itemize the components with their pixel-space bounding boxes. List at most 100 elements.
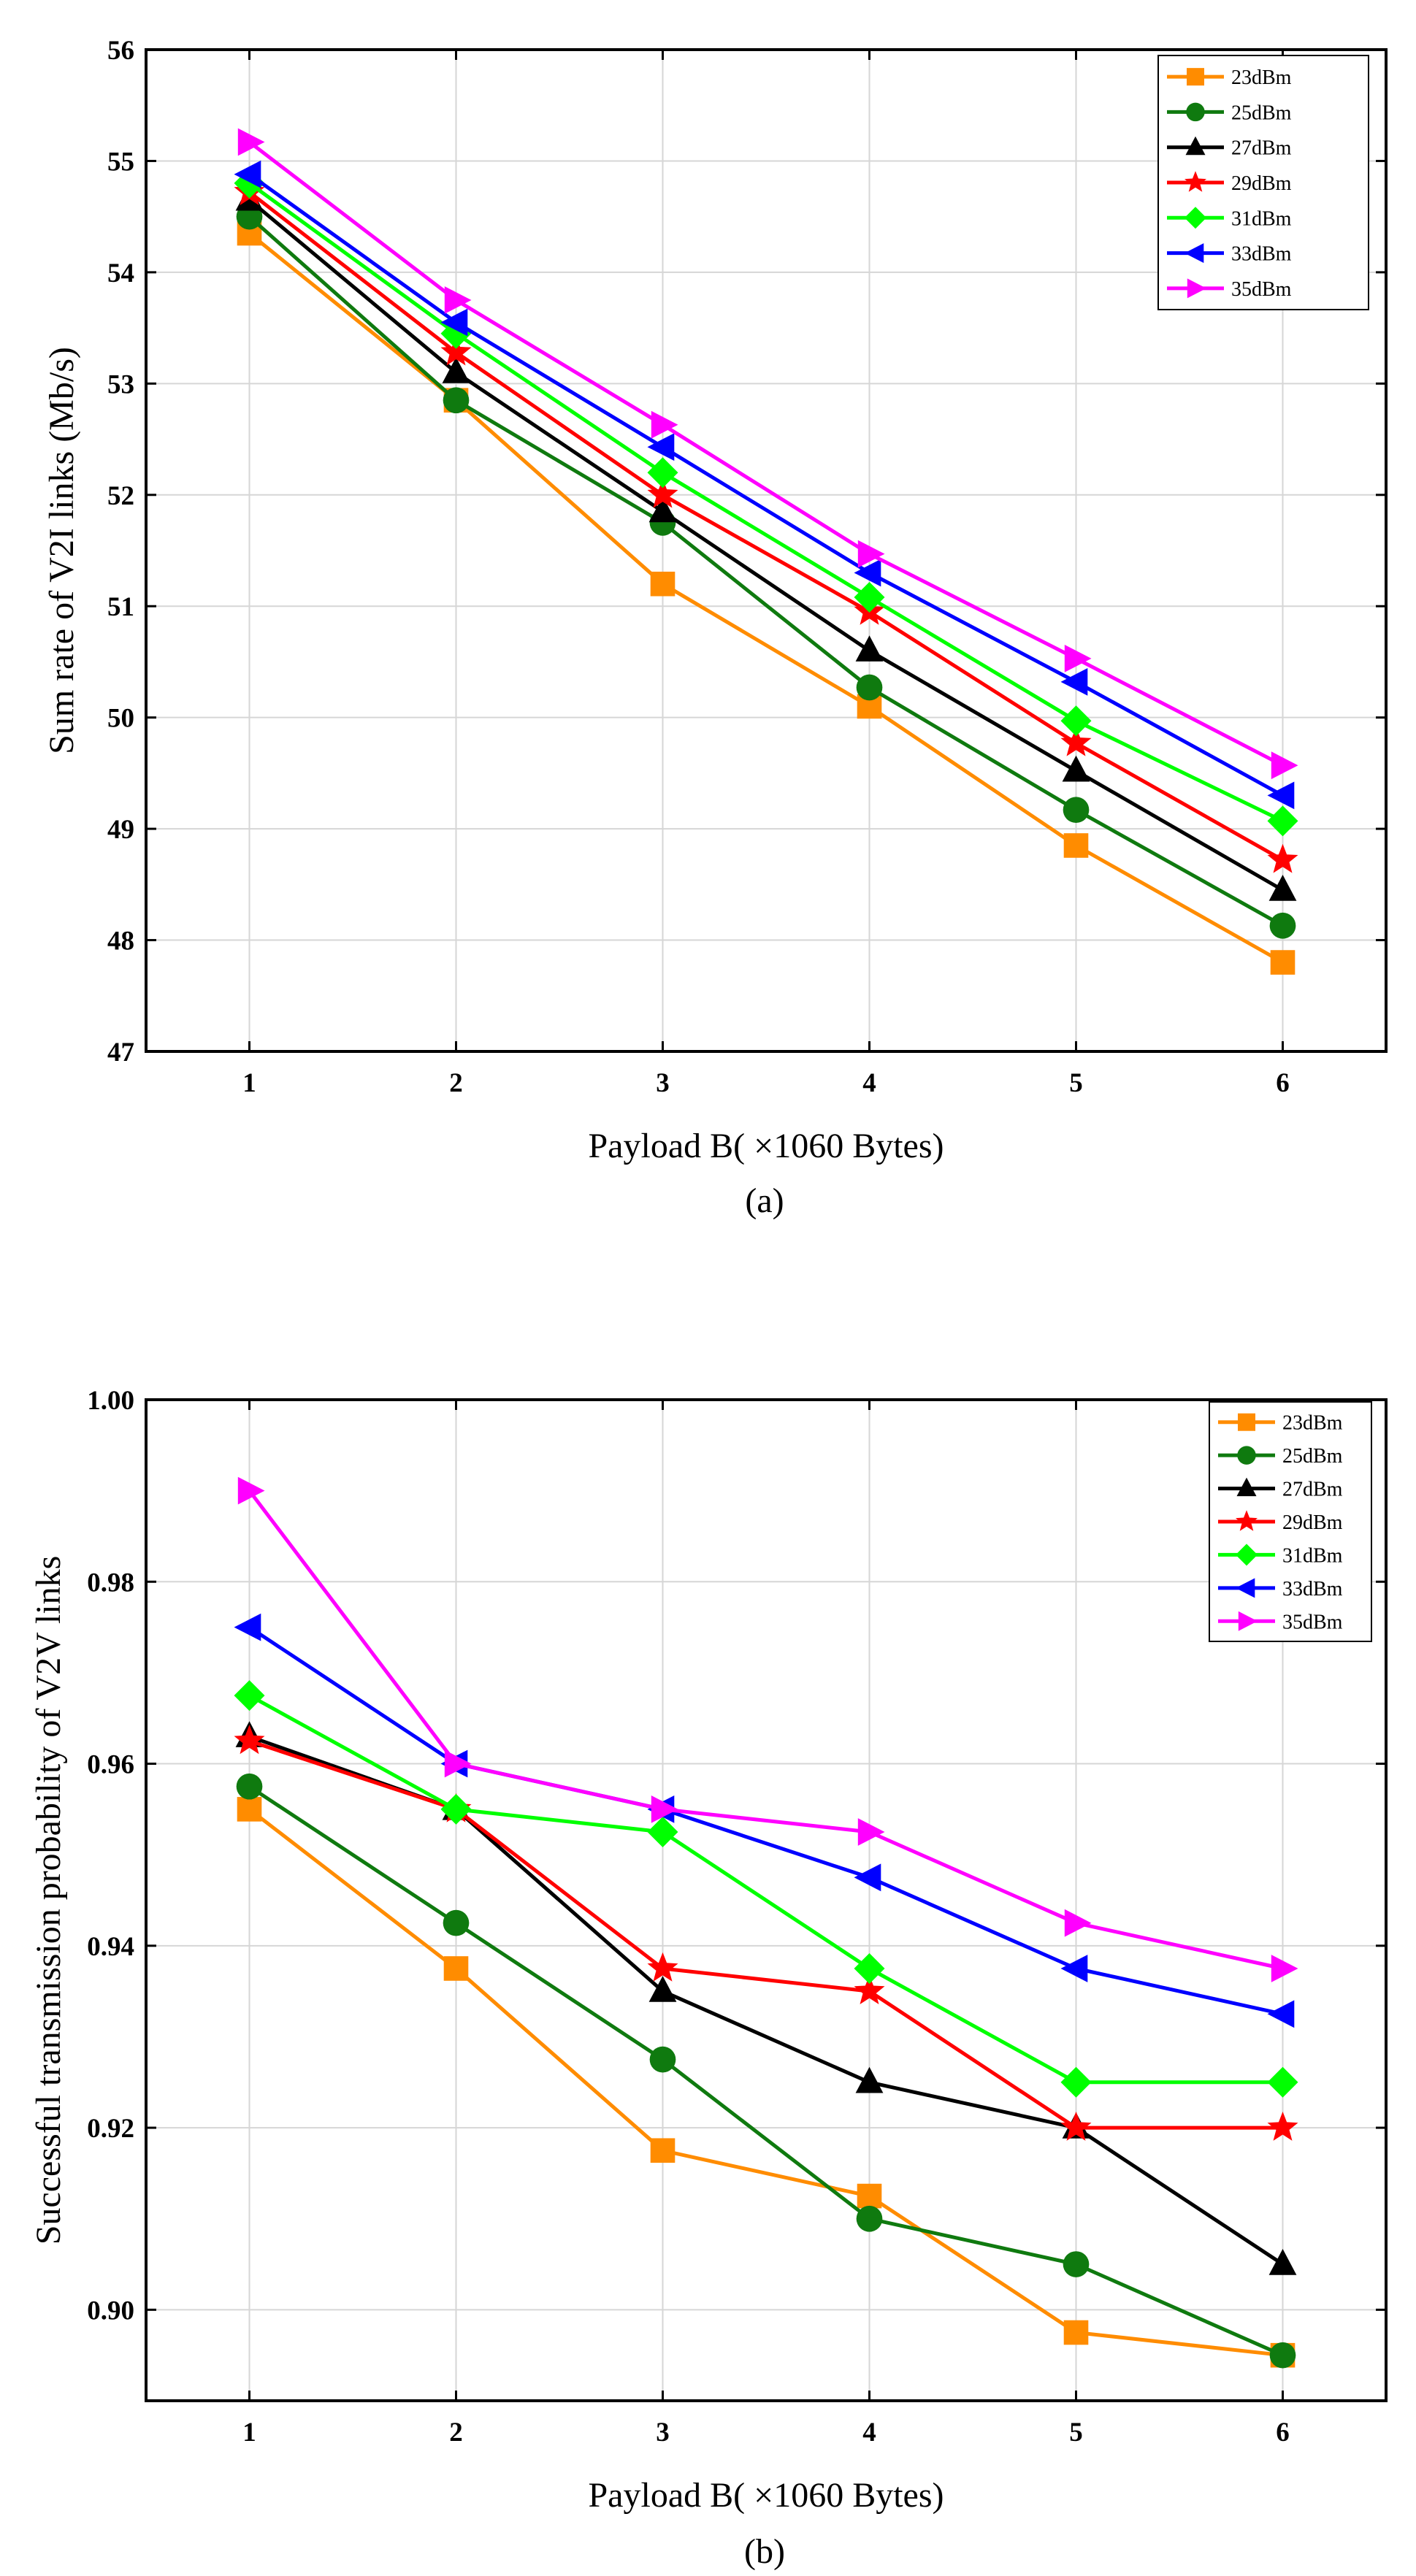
data-point bbox=[443, 387, 470, 414]
x-axis-title: Payload B( ×1060 Bytes) bbox=[588, 1127, 944, 1165]
chart-b: 1 2 3 4 5 6 0.90 0.92 0.94 0.96 0.98 1.00 Payload B(… bbox=[29, 1386, 1388, 2515]
series-35dBm bbox=[237, 1476, 1298, 1982]
series-line bbox=[248, 172, 1284, 797]
data-point bbox=[1060, 727, 1092, 756]
x-axis-title: Payload B( ×1060 Bytes) bbox=[588, 2476, 944, 2515]
data-point bbox=[857, 1818, 885, 1846]
data-point bbox=[237, 1476, 265, 1505]
x-tick-label: 1 bbox=[242, 1068, 256, 1098]
x-tick-label: 6 bbox=[1276, 2418, 1290, 2447]
data-point bbox=[1267, 2112, 1298, 2141]
legend-marker bbox=[1236, 1477, 1257, 1497]
data-point bbox=[856, 2205, 883, 2232]
y-tick-label: 55 bbox=[107, 147, 134, 177]
caption-b: (b) bbox=[744, 2532, 785, 2571]
legend-label: 27dBm bbox=[1231, 137, 1292, 160]
series-33dBm bbox=[234, 1613, 1295, 2028]
data-point bbox=[237, 1797, 262, 1822]
data-point bbox=[234, 1680, 265, 1711]
legend-label: 35dBm bbox=[1282, 1611, 1343, 1633]
legend-label: 23dBm bbox=[1231, 66, 1292, 89]
caption-a: (a) bbox=[745, 1181, 784, 1220]
x-tick-label: 5 bbox=[1069, 1068, 1083, 1098]
data-point bbox=[1060, 705, 1092, 737]
data-point bbox=[1271, 751, 1298, 780]
data-point bbox=[444, 286, 472, 314]
series-line bbox=[248, 1785, 1284, 2357]
data-point bbox=[234, 1613, 261, 1641]
series-line bbox=[248, 1625, 1284, 2016]
data-point bbox=[1063, 833, 1089, 858]
y-tick-label: 56 bbox=[107, 36, 134, 66]
data-point bbox=[1063, 797, 1090, 824]
series-line bbox=[248, 231, 1284, 965]
legend-label: 23dBm bbox=[1282, 1412, 1343, 1435]
data-point bbox=[234, 1725, 265, 1755]
data-point bbox=[236, 1773, 263, 1800]
data-point bbox=[855, 635, 884, 662]
legend-label: 31dBm bbox=[1282, 1544, 1343, 1567]
y-axis-title: Sum rate of V2I links (Mb/s) bbox=[42, 347, 81, 754]
legend-label: 33dBm bbox=[1282, 1578, 1343, 1601]
y-tick-label: 49 bbox=[107, 815, 134, 845]
legend-marker bbox=[1237, 1446, 1256, 1465]
y-tick-label: 0.98 bbox=[87, 1568, 134, 1598]
series-line bbox=[248, 198, 1284, 892]
series-25dBm bbox=[236, 203, 1296, 939]
data-point bbox=[1269, 912, 1296, 939]
data-point bbox=[649, 2046, 676, 2073]
data-point bbox=[443, 1956, 469, 1981]
data-point bbox=[1060, 2112, 1092, 2141]
data-point bbox=[1063, 2320, 1089, 2345]
y-tick-label: 54 bbox=[107, 258, 134, 288]
plot-frame bbox=[145, 1398, 1388, 2402]
data-point bbox=[854, 559, 881, 587]
series-line bbox=[248, 1693, 1283, 2085]
legend-marker bbox=[1185, 171, 1206, 192]
legend-label: 27dBm bbox=[1282, 1479, 1343, 1501]
y-tick-label: 51 bbox=[107, 592, 134, 622]
data-point bbox=[854, 1953, 885, 1984]
series-line bbox=[248, 1807, 1283, 2358]
y-tick-label: 52 bbox=[107, 481, 134, 511]
legend: 23dBm 25dBm 27dBm 29dBm 31dBm 33dBm 35dBm bbox=[1209, 1401, 1372, 1642]
data-point bbox=[1271, 1955, 1298, 1982]
data-point bbox=[648, 1976, 677, 2002]
data-point bbox=[650, 571, 676, 597]
series-35dBm bbox=[237, 128, 1298, 780]
y-tick-label: 48 bbox=[107, 927, 134, 957]
series-line bbox=[248, 191, 1284, 862]
data-point bbox=[856, 674, 883, 701]
plot-frame bbox=[145, 48, 1388, 1053]
data-point bbox=[1064, 1909, 1092, 1937]
y-tick-label: 0.92 bbox=[87, 2114, 134, 2144]
series-33dBm bbox=[234, 160, 1295, 810]
series-line bbox=[248, 1490, 1284, 1971]
data-point bbox=[444, 1749, 472, 1778]
x-tick-label: 2 bbox=[449, 2418, 463, 2447]
data-point bbox=[857, 2183, 882, 2209]
x-tick-label: 4 bbox=[862, 2418, 876, 2447]
data-point bbox=[440, 336, 472, 366]
data-point bbox=[443, 1909, 470, 1936]
legend-marker bbox=[1187, 278, 1206, 299]
series-25dBm bbox=[236, 1773, 1296, 2369]
y-tick-label: 0.96 bbox=[87, 1750, 134, 1780]
data-point bbox=[647, 478, 678, 508]
legend-marker bbox=[1238, 1413, 1255, 1431]
data-point bbox=[647, 1817, 678, 1847]
x-tick-label: 3 bbox=[656, 2418, 670, 2447]
x-tick-label: 3 bbox=[656, 1068, 670, 1098]
data-point bbox=[1270, 950, 1296, 975]
legend-marker bbox=[1236, 1544, 1258, 1566]
data-point bbox=[1064, 645, 1092, 672]
x-tick-label: 2 bbox=[449, 1068, 463, 1098]
data-point bbox=[1268, 875, 1297, 901]
data-point bbox=[440, 1793, 472, 1825]
y-tick-label: 0.94 bbox=[87, 1932, 134, 1962]
series-line bbox=[248, 215, 1284, 927]
data-point bbox=[647, 433, 675, 461]
data-point bbox=[440, 308, 468, 337]
